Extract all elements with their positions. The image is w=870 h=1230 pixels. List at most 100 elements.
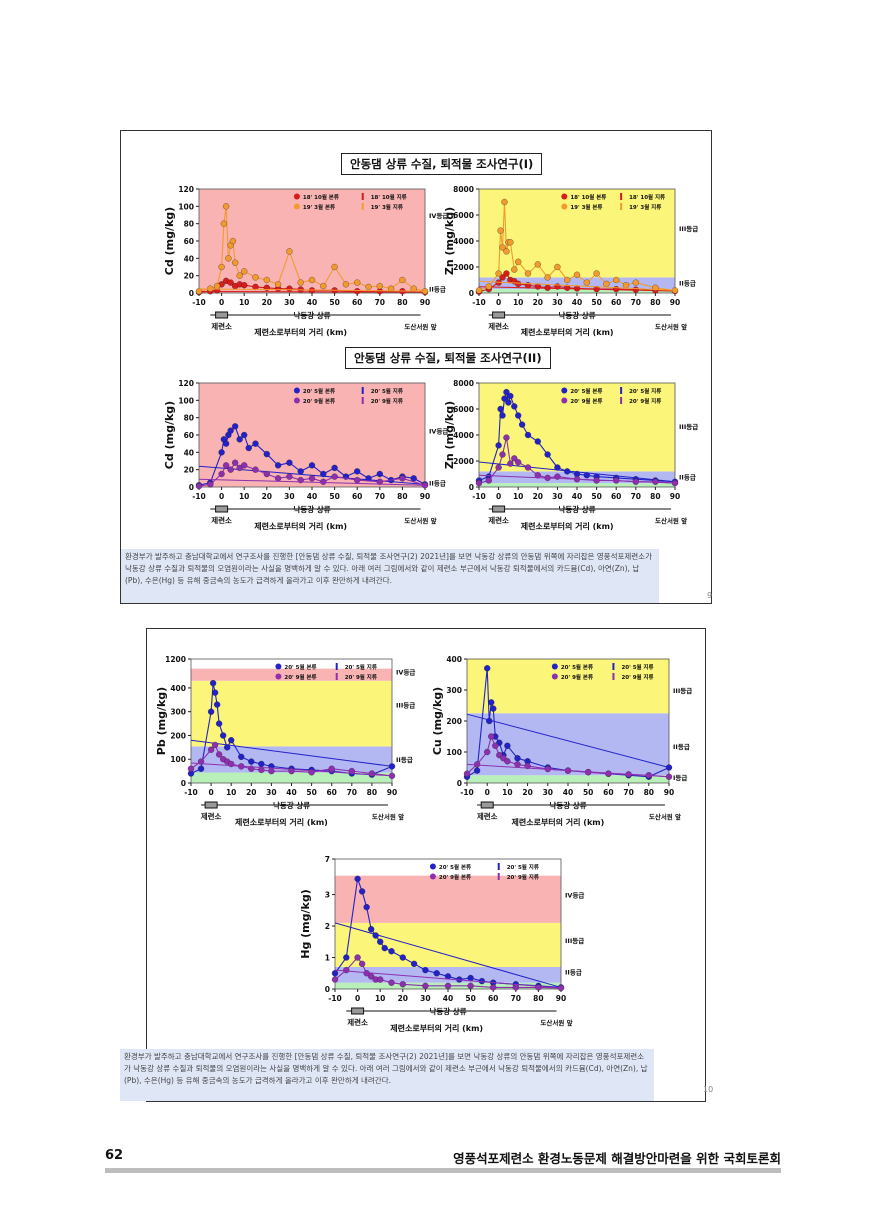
data-point: [354, 288, 361, 295]
x-tick-label: 30: [543, 788, 553, 797]
data-point: [503, 248, 510, 255]
data-point: [376, 282, 383, 290]
data-point: [377, 938, 384, 945]
page-number: 62: [105, 1148, 124, 1163]
x-axis-label: 제련소로부터의 거리 (km): [235, 817, 328, 827]
smelter-marker: [351, 1007, 365, 1015]
x-tick-label: -10: [472, 492, 486, 501]
data-point: [497, 405, 504, 413]
data-point: [488, 699, 495, 706]
data-point: [410, 475, 417, 482]
data-point: [220, 732, 227, 739]
data-point: [358, 960, 366, 967]
legend-label: 20' 5월 본류: [284, 663, 316, 671]
data-point: [328, 765, 335, 772]
x-tick-label: 10: [502, 788, 512, 797]
legend-marker: [620, 193, 623, 200]
x-tick-label: -10: [192, 298, 206, 307]
x-tick-label: 30: [552, 298, 562, 307]
data-point: [241, 282, 248, 289]
x-tick-label: 20: [262, 298, 272, 307]
data-point: [514, 755, 521, 762]
trend-line: [466, 713, 670, 768]
data-point: [501, 198, 508, 206]
legend-marker: [293, 397, 300, 404]
data-point: [252, 440, 259, 447]
y-tick-label: 100: [178, 202, 194, 211]
data-point: [554, 263, 561, 271]
grade-label: II등급: [396, 755, 413, 764]
x-tick-label: 20: [522, 788, 532, 797]
data-point: [622, 282, 630, 289]
data-point: [241, 462, 248, 469]
grade-label: IV등급: [565, 891, 584, 900]
x-tick-label: 60: [611, 298, 621, 307]
data-point: [573, 271, 581, 278]
data-point: [376, 478, 383, 485]
x-tick-label: 40: [286, 788, 296, 797]
data-point: [410, 960, 418, 967]
x-tick-label: 40: [307, 492, 317, 501]
x-tick-label: 90: [664, 788, 674, 797]
data-point: [297, 468, 304, 475]
data-point: [503, 388, 510, 396]
data-point: [274, 281, 282, 288]
data-point: [399, 954, 406, 961]
grade-label: II등급: [429, 479, 446, 488]
data-point: [263, 276, 270, 284]
data-point: [187, 765, 195, 772]
data-point: [195, 288, 203, 295]
data-point: [218, 263, 225, 271]
legend-label: 20' 5월 지류: [629, 387, 661, 395]
end-label: 도산서원 앞: [655, 516, 687, 525]
grade-label: II등급: [679, 473, 696, 482]
legend-marker: [561, 203, 568, 210]
data-point: [490, 705, 497, 712]
x-tick-label: 0: [496, 298, 501, 307]
data-point: [252, 274, 259, 281]
data-point: [213, 282, 221, 290]
data-point: [245, 444, 252, 452]
data-point: [377, 976, 384, 983]
data-point: [499, 244, 506, 251]
smelter-marker: [204, 801, 218, 809]
legend-marker: [275, 663, 282, 670]
x-tick-label: 50: [591, 298, 601, 307]
legend-marker: [561, 387, 568, 394]
smelter-marker: [215, 311, 229, 319]
data-point: [225, 255, 232, 262]
trend-line: [478, 286, 676, 292]
end-label: 도산서원 앞: [540, 1018, 572, 1027]
data-point: [224, 744, 231, 751]
data-point: [495, 270, 502, 277]
x-axis-label: 제련소로부터의 거리 (km): [512, 817, 605, 827]
river-label: 낙동강 상류: [429, 1006, 466, 1016]
data-point: [227, 279, 234, 286]
data-point: [473, 767, 481, 774]
data-point: [343, 954, 350, 961]
footer-title: 영풍석포제련소 환경노동문제 해결방안마련을 위한 국회토론회: [453, 1151, 781, 1166]
data-point: [524, 270, 532, 277]
y-tick-label: 0: [469, 483, 474, 492]
data-point: [504, 758, 511, 765]
legend-marker: [361, 193, 364, 200]
y-tick-label: 2000: [453, 263, 474, 272]
legend-marker: [361, 397, 364, 404]
data-point: [354, 875, 361, 882]
legend-marker: [551, 673, 558, 680]
slide-title-1: 안동댐 상류 수질, 퇴적물 조사연구(I): [341, 153, 543, 175]
smelter-label: 제련소: [211, 515, 232, 525]
data-point: [363, 904, 370, 911]
legend-marker: [620, 397, 623, 404]
data-point: [268, 767, 275, 775]
y-tick-label: 400: [446, 655, 462, 664]
river-label: 낙동강 상류: [273, 800, 310, 810]
y-tick-label: 6000: [453, 211, 474, 220]
legend-label: 20' 9월 지류: [371, 397, 403, 405]
grade-label: IV등급: [429, 427, 448, 436]
x-tick-label: 30: [420, 994, 430, 1003]
river-label: 낙동강 상류: [549, 800, 586, 810]
x-tick-label: 0: [219, 298, 224, 307]
data-point: [518, 421, 526, 428]
